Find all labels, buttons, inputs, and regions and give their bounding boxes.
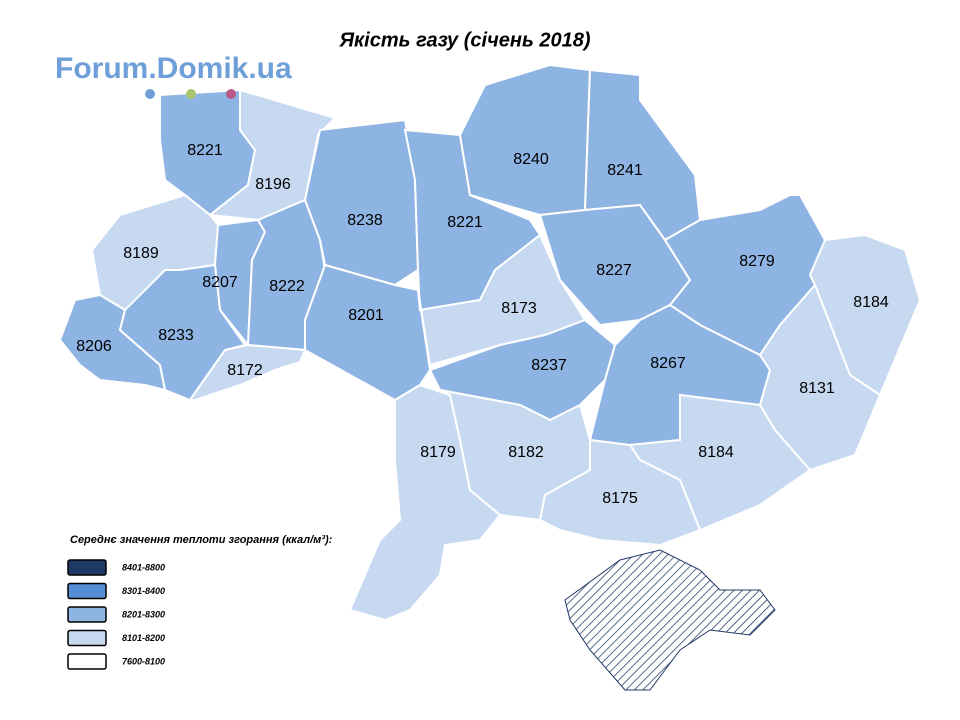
region-value: 8201 — [348, 307, 384, 324]
region-value: 8221 — [447, 214, 483, 231]
region-value: 8184 — [853, 294, 889, 311]
logo-dot — [226, 89, 236, 99]
logo: Forum.Domik.ua — [55, 52, 292, 85]
regions: 8221 8196 8189 8207 8222 8238 8221 8240 8241 8227… — [58, 63, 922, 622]
region-value: 8233 — [158, 327, 194, 344]
region-value: 8227 — [596, 262, 632, 279]
region-value: 8279 — [739, 253, 775, 270]
legend-label: 7600-8100 — [122, 656, 165, 666]
region-value: 8267 — [650, 355, 686, 372]
legend-label: 8101-8200 — [122, 633, 165, 643]
legend-label: 8301-8400 — [122, 586, 165, 596]
region-value: 8182 — [508, 444, 544, 461]
legend-swatch — [67, 629, 107, 647]
region-value: 8221 — [187, 142, 223, 159]
legend-swatch — [67, 606, 107, 623]
legend: 8401-8800 8301-8400 8201-8300 8101-8200 7600… — [67, 559, 165, 670]
region-value: 8196 — [255, 176, 291, 193]
region-value: 8240 — [513, 151, 549, 168]
region — [538, 438, 702, 547]
region-value: 8206 — [76, 338, 112, 355]
legend-swatch — [67, 559, 107, 576]
region-value: 8131 — [799, 380, 835, 397]
region — [417, 233, 587, 367]
region-value: 8172 — [227, 362, 263, 379]
region-value: 8207 — [202, 274, 238, 291]
region — [207, 88, 337, 222]
region-value: 8184 — [698, 444, 734, 461]
legend-label: 8201-8300 — [122, 609, 165, 619]
region-value: 8238 — [347, 212, 383, 229]
region-value: 8222 — [269, 278, 305, 295]
legend-swatch — [67, 582, 107, 600]
region — [758, 283, 882, 472]
logo-dot — [186, 89, 196, 99]
crimea — [564, 549, 776, 691]
region-value: 8241 — [607, 162, 643, 179]
legend-swatch — [67, 653, 107, 670]
region-value: 8237 — [531, 357, 567, 374]
logo-dot — [145, 89, 155, 99]
region-value: 8189 — [123, 245, 159, 262]
legend-title: Середнє значення теплоти згорання (ккал/… — [70, 534, 333, 546]
region — [304, 263, 432, 402]
region-value: 8175 — [602, 490, 638, 507]
region — [188, 343, 307, 401]
legend-label: 8401-8800 — [122, 562, 165, 572]
title: Якість газу (січень 2018) — [338, 29, 590, 51]
region-value: 8179 — [420, 444, 456, 461]
region-value: 8173 — [501, 300, 537, 317]
region — [458, 63, 592, 217]
